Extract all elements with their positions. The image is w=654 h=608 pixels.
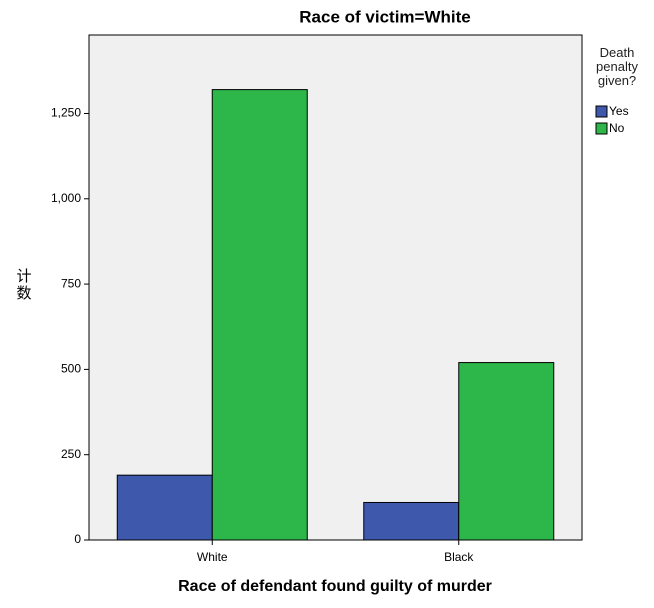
- y-tick-label: 500: [61, 362, 81, 376]
- y-tick-label: 0: [74, 532, 81, 546]
- bar: [211, 89, 308, 541]
- y-tick-label: 1,000: [51, 191, 81, 205]
- legend-swatch: [595, 122, 608, 135]
- y-tick-label: 1,250: [51, 106, 81, 120]
- x-tick-label: White: [197, 550, 228, 564]
- chart-title: Race of victim=White: [299, 7, 470, 26]
- legend-title: Death penalty given?: [596, 45, 638, 88]
- legend-swatch: [595, 105, 608, 118]
- y-tick-label: 750: [61, 276, 81, 290]
- legend-label: Yes: [609, 104, 629, 118]
- bar: [116, 474, 213, 541]
- y-tick-label: 250: [61, 447, 81, 461]
- y-axis-label: 计数: [16, 268, 32, 302]
- legend-label: No: [609, 121, 625, 135]
- bar: [363, 501, 460, 541]
- bar: [458, 362, 555, 541]
- x-tick-label: Black: [444, 550, 474, 564]
- x-axis-label: Race of defendant found guilty of murder: [178, 578, 492, 595]
